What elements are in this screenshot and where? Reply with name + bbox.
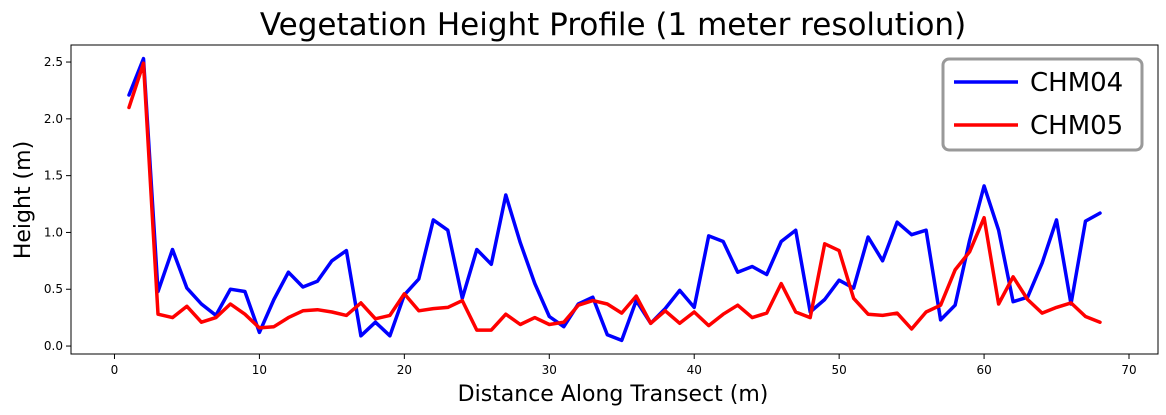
y-tick-label: 1.5	[44, 169, 63, 183]
y-tick-label: 2.5	[44, 55, 63, 69]
legend: CHM04 CHM05	[941, 57, 1144, 152]
chart-title: Vegetation Height Profile (1 meter resol…	[260, 7, 966, 43]
x-tick-label: 20	[397, 363, 412, 377]
y-axis-ticks: 0.0 0.5 1.0 1.5 2.0 2.5	[44, 55, 71, 353]
y-axis-label: Height (m)	[11, 141, 36, 259]
x-axis-ticks: 0 10 20 30 40 50 60 70	[111, 354, 1137, 377]
x-tick-label: 40	[687, 363, 702, 377]
legend-label: CHM05	[1030, 111, 1123, 141]
legend-label: CHM04	[1030, 68, 1123, 98]
y-tick-label: 1.0	[44, 225, 63, 239]
y-tick-label: 2.0	[44, 112, 63, 126]
x-tick-label: 30	[542, 363, 557, 377]
axes-frame	[70, 44, 1159, 355]
x-tick-label: 60	[976, 363, 991, 377]
x-tick-label: 50	[832, 363, 847, 377]
x-tick-label: 10	[252, 363, 267, 377]
series-lines	[127, 56, 1102, 343]
y-tick-label: 0.0	[44, 339, 63, 353]
series-line-chm05	[127, 61, 1102, 332]
x-tick-label: 0	[111, 363, 119, 377]
x-tick-label: 70	[1121, 363, 1136, 377]
x-axis-label: Distance Along Transect (m)	[458, 382, 769, 407]
y-tick-label: 0.5	[44, 282, 63, 296]
